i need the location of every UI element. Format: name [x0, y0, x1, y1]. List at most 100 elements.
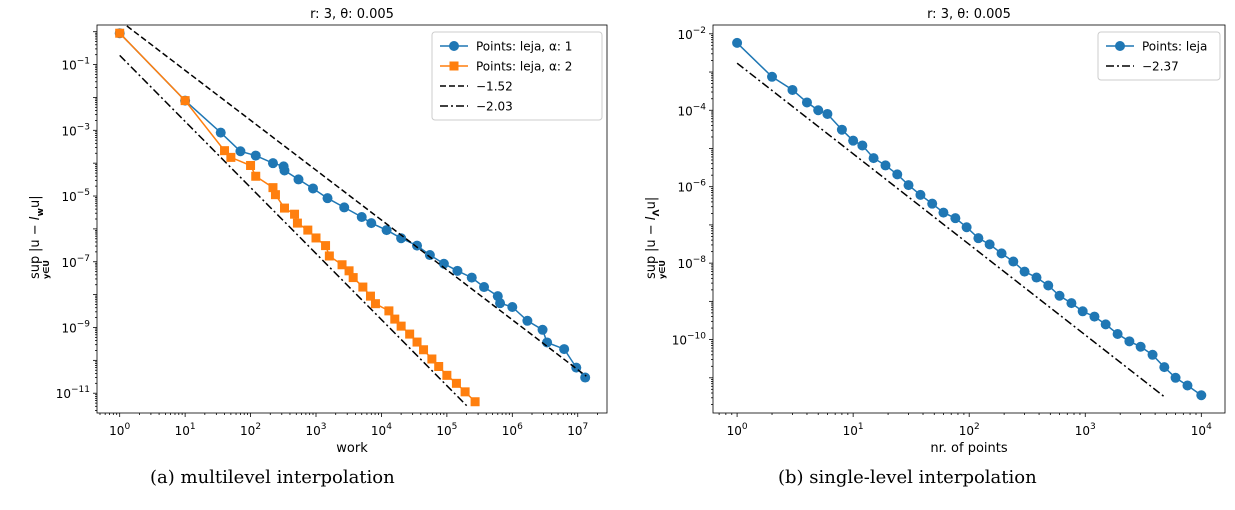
y-tick-label: 10−11 — [56, 385, 90, 401]
x-tick-label: 100 — [109, 422, 130, 438]
data-point — [1196, 390, 1207, 401]
plot-area — [114, 25, 591, 408]
legend-label: Points: leja — [1142, 40, 1207, 54]
y-tick-label: 10−7 — [61, 254, 90, 270]
data-point — [927, 198, 938, 209]
data-point — [767, 71, 778, 82]
data-point — [434, 361, 444, 371]
data-point — [381, 225, 392, 236]
data-point — [1135, 341, 1146, 352]
legend: Points: leja, α: 1 Points: leja, α: 2 −1.5… — [431, 31, 603, 121]
data-point — [246, 160, 256, 170]
y-tick-label: 10−8 — [677, 255, 706, 271]
x-tick-label: 106 — [502, 422, 523, 438]
data-point — [1043, 280, 1054, 291]
x-tick-label: 107 — [567, 422, 588, 438]
y-axis-label: sup y∈U |u − IΛu| — [644, 197, 667, 279]
x-tick-label: 105 — [436, 422, 457, 438]
data-point — [337, 260, 347, 270]
data-point — [308, 183, 319, 194]
data-point — [427, 354, 437, 364]
data-point — [390, 314, 400, 324]
data-point — [537, 324, 548, 335]
data-point — [470, 397, 480, 407]
x-tick-label: 104 — [1191, 422, 1212, 438]
data-point — [344, 266, 354, 276]
data-point — [1089, 311, 1100, 322]
data-point — [251, 171, 261, 181]
data-point — [507, 302, 518, 313]
y-tick-label: 10−10 — [672, 332, 707, 348]
x-tick-label: 101 — [175, 422, 196, 438]
y-tick-label: 10−4 — [677, 102, 706, 118]
svg-text:sup: sup — [28, 256, 43, 279]
chart-title: r: 3, θ: 0.005 — [927, 7, 1011, 22]
legend-box — [1097, 31, 1221, 81]
data-point — [311, 233, 321, 243]
y-tick-label: 10−1 — [61, 57, 90, 73]
data-point — [996, 248, 1007, 259]
data-point — [822, 108, 833, 119]
data-point — [356, 212, 367, 223]
x-tick-label: 102 — [959, 422, 980, 438]
data-point — [292, 218, 302, 228]
x-tick-label: 101 — [843, 422, 864, 438]
data-point — [892, 169, 903, 180]
data-point — [396, 233, 407, 244]
x-ticks: 100 101 102 103 104 105 106 107 — [99, 413, 598, 438]
data-point — [950, 213, 961, 224]
data-point — [235, 146, 246, 157]
y-tick-label: 10−9 — [61, 319, 90, 335]
data-point — [880, 160, 891, 171]
chart-1: r: 3, θ: 0.005 nr. of points sup y∈U |u − IΛ… — [644, 7, 1226, 456]
legend-label: −2.03 — [476, 100, 513, 114]
y-tick-label: 10−5 — [61, 188, 90, 204]
data-point — [1124, 336, 1135, 347]
data-point — [324, 251, 334, 261]
data-point — [365, 291, 375, 301]
data-point — [915, 189, 926, 200]
data-point — [270, 190, 280, 200]
series-line-1 — [736, 62, 1165, 398]
data-point — [180, 96, 190, 106]
data-point — [522, 315, 533, 326]
data-point — [1147, 349, 1158, 360]
data-point — [358, 282, 368, 292]
x-tick-label: 100 — [727, 422, 748, 438]
y-ticks: 10−1 10−3 10−5 10−7 10−9 10−11 — [56, 31, 97, 411]
data-point — [1019, 266, 1030, 277]
caption-a: (a) multilevel interpolation — [150, 467, 395, 488]
data-point — [1077, 306, 1088, 317]
data-point — [732, 37, 743, 48]
data-point — [452, 265, 463, 276]
data-point — [226, 152, 236, 162]
data-point — [384, 306, 394, 316]
data-point — [366, 218, 377, 229]
data-point — [787, 84, 798, 95]
data-point — [1182, 380, 1193, 391]
svg-text:sup: sup — [644, 256, 659, 279]
data-point — [293, 174, 304, 185]
y-tick-label: 10−2 — [677, 26, 706, 42]
data-point — [267, 158, 278, 169]
data-point — [1170, 372, 1181, 383]
data-point — [321, 241, 331, 251]
data-point — [405, 329, 415, 339]
data-point — [396, 321, 406, 331]
legend-marker — [1115, 41, 1125, 51]
series-line-3 — [119, 54, 469, 408]
data-point — [938, 207, 949, 218]
data-point — [801, 97, 812, 108]
data-point — [466, 272, 477, 283]
data-point — [412, 240, 423, 251]
data-point — [813, 105, 824, 116]
data-point — [559, 344, 570, 355]
data-point — [279, 165, 290, 176]
data-point — [424, 250, 435, 261]
svg-text:|u − IΛu|: |u − IΛu| — [644, 197, 662, 252]
data-point — [279, 203, 289, 213]
legend-label: Points: leja, α: 2 — [476, 60, 572, 74]
data-point — [268, 183, 278, 193]
data-point — [419, 345, 429, 355]
x-tick-label: 104 — [371, 422, 392, 438]
